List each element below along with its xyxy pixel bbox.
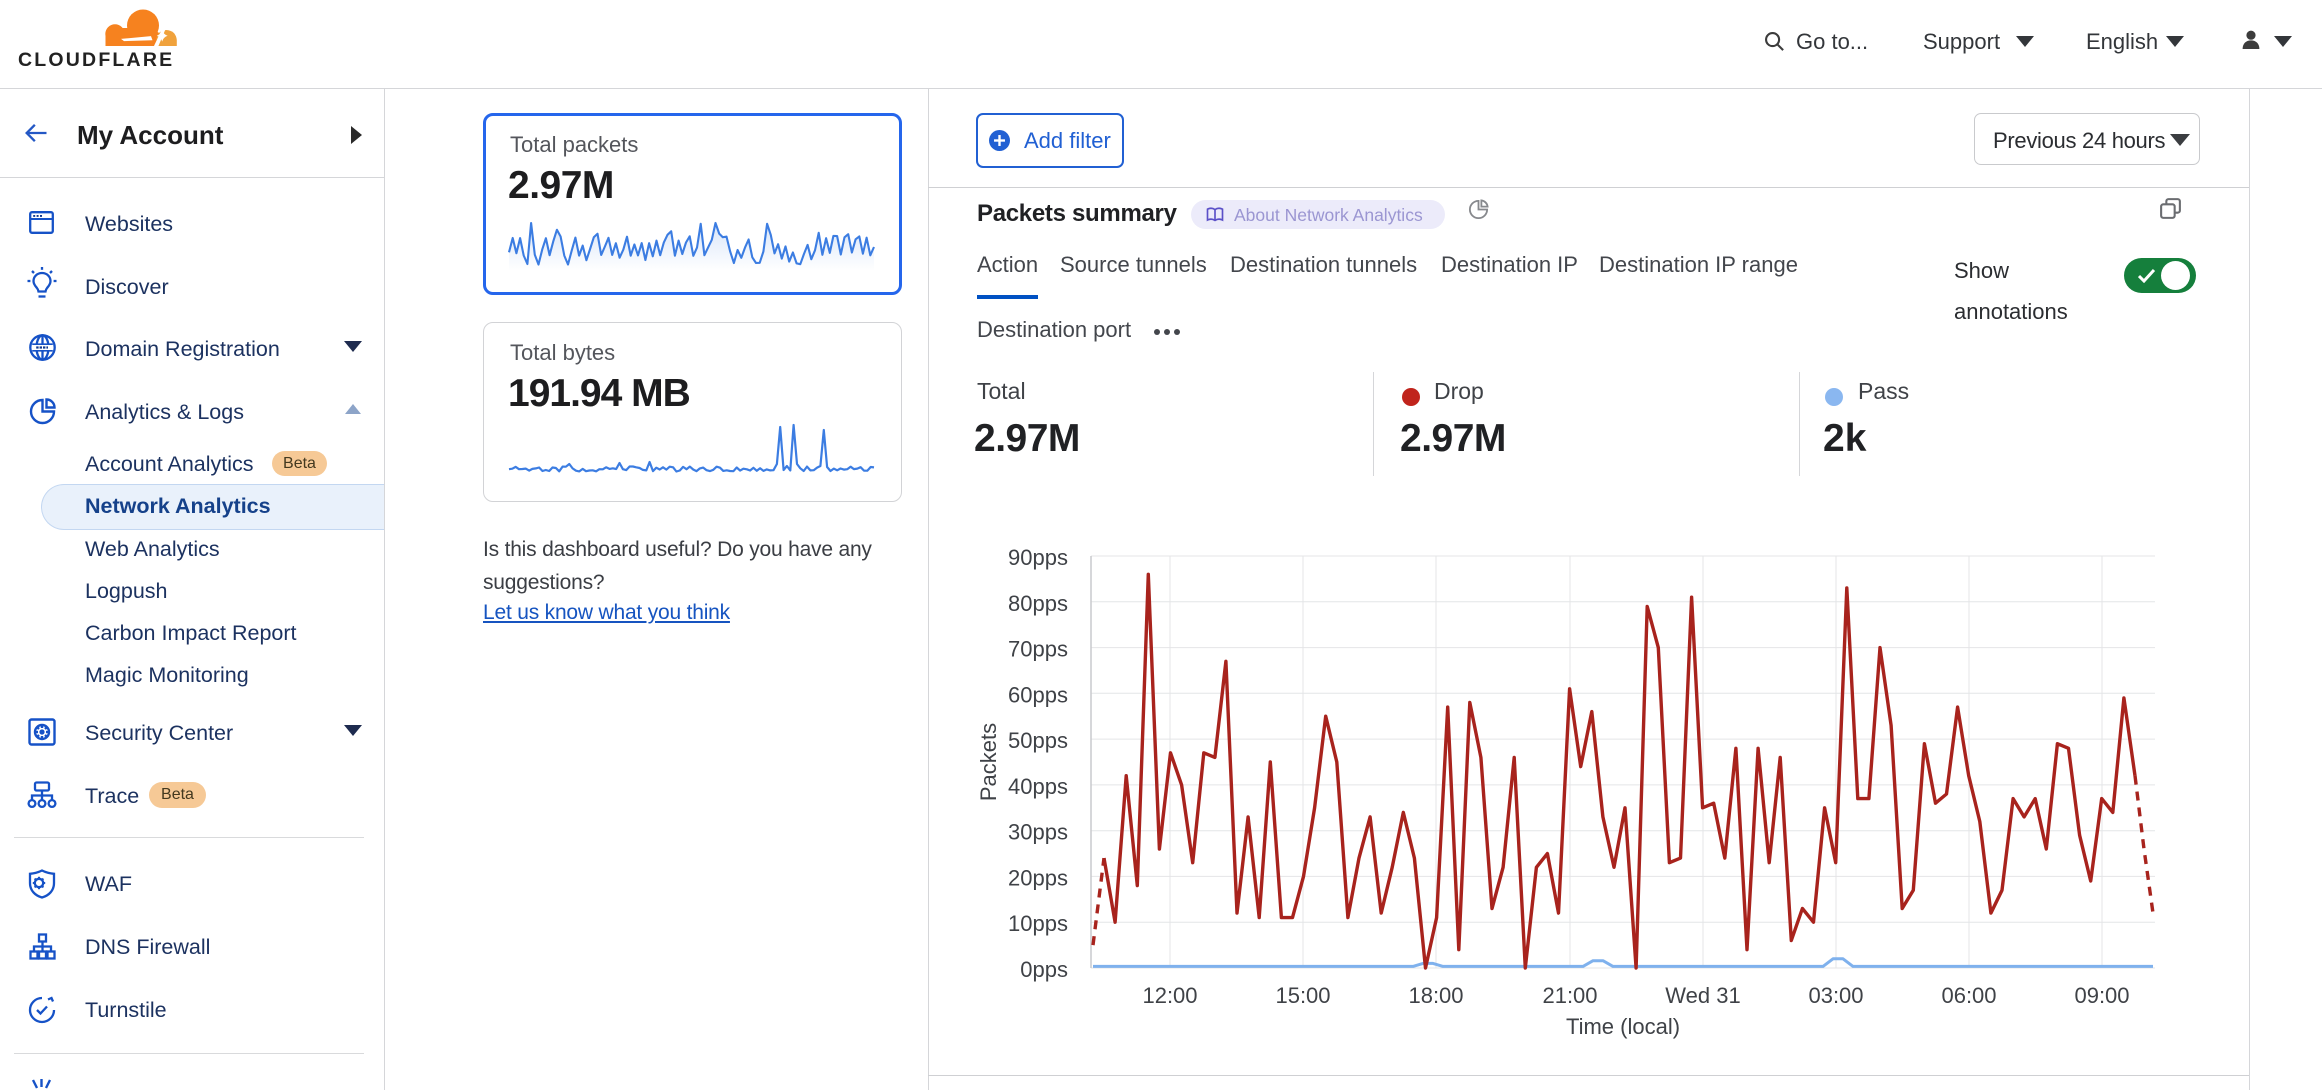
svg-text:Wed 31: Wed 31 (1665, 983, 1740, 1008)
svg-text:09:00: 09:00 (2074, 983, 2129, 1008)
svg-text:06:00: 06:00 (1941, 983, 1996, 1008)
svg-text:80pps: 80pps (1008, 591, 1068, 616)
svg-text:03:00: 03:00 (1808, 983, 1863, 1008)
svg-text:18:00: 18:00 (1408, 983, 1463, 1008)
svg-text:90pps: 90pps (1008, 545, 1068, 570)
svg-text:10pps: 10pps (1008, 911, 1068, 936)
svg-text:21:00: 21:00 (1542, 983, 1597, 1008)
svg-text:30pps: 30pps (1008, 820, 1068, 845)
svg-text:0pps: 0pps (1020, 957, 1068, 982)
svg-text:Packets: Packets (976, 723, 1001, 801)
svg-text:15:00: 15:00 (1275, 983, 1330, 1008)
svg-text:Time (local): Time (local) (1566, 1014, 1680, 1039)
svg-text:50pps: 50pps (1008, 728, 1068, 753)
svg-text:12:00: 12:00 (1142, 983, 1197, 1008)
svg-text:40pps: 40pps (1008, 774, 1068, 799)
svg-text:20pps: 20pps (1008, 865, 1068, 890)
svg-text:70pps: 70pps (1008, 637, 1068, 662)
svg-text:CLOUDFLARE: CLOUDFLARE (18, 49, 174, 68)
svg-text:60pps: 60pps (1008, 682, 1068, 707)
